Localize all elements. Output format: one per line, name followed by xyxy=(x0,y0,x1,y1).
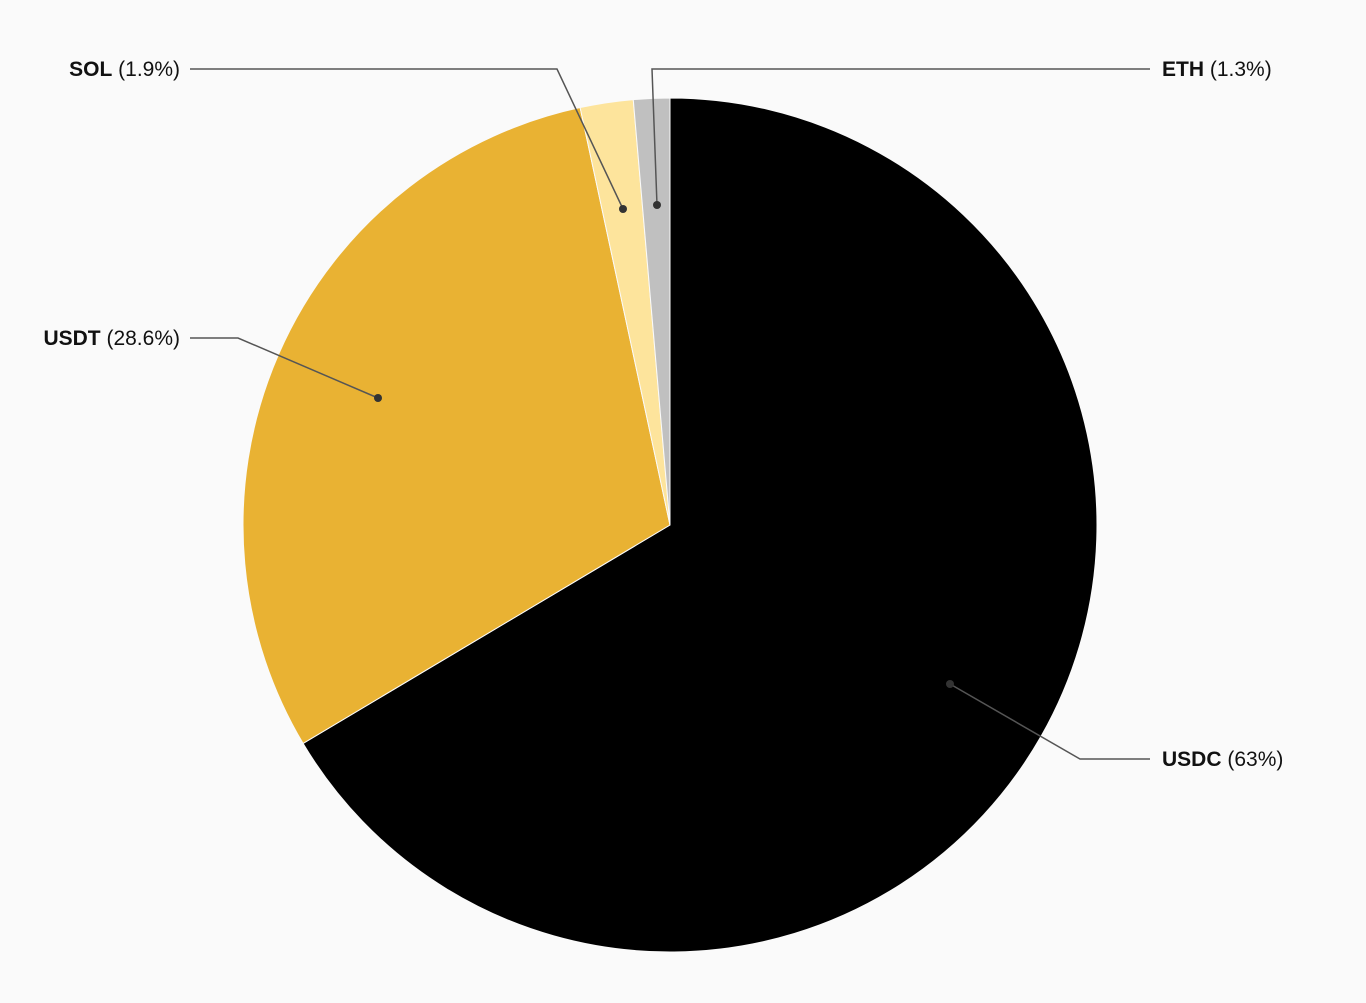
data-label-sol: SOL (1.9%) xyxy=(69,58,180,81)
data-label-usdc: USDC (63%) xyxy=(1162,748,1283,771)
leader-dot-eth xyxy=(653,201,661,209)
leader-line-eth xyxy=(651,68,1150,206)
leader-line-usdt xyxy=(190,337,379,399)
leader-dot-usdc xyxy=(946,680,954,688)
slice-percent: (28.6%) xyxy=(101,327,180,350)
slice-percent: (1.9%) xyxy=(112,58,180,81)
leader-line-usdc xyxy=(949,683,1150,760)
slice-percent: (63%) xyxy=(1222,748,1284,771)
slice-percent: (1.3%) xyxy=(1204,58,1272,81)
slice-name: USDC xyxy=(1162,748,1222,771)
leader-dot-usdt xyxy=(374,394,382,402)
pie-slice-usdt xyxy=(242,106,671,745)
slice-name: USDT xyxy=(43,327,100,350)
slice-name: ETH xyxy=(1162,58,1204,81)
slice-name: SOL xyxy=(69,58,112,81)
leader-dot-sol xyxy=(619,205,627,213)
data-label-eth: ETH (1.3%) xyxy=(1162,58,1272,81)
leader-line-sol xyxy=(190,68,624,210)
data-label-usdt: USDT (28.6%) xyxy=(43,327,180,350)
